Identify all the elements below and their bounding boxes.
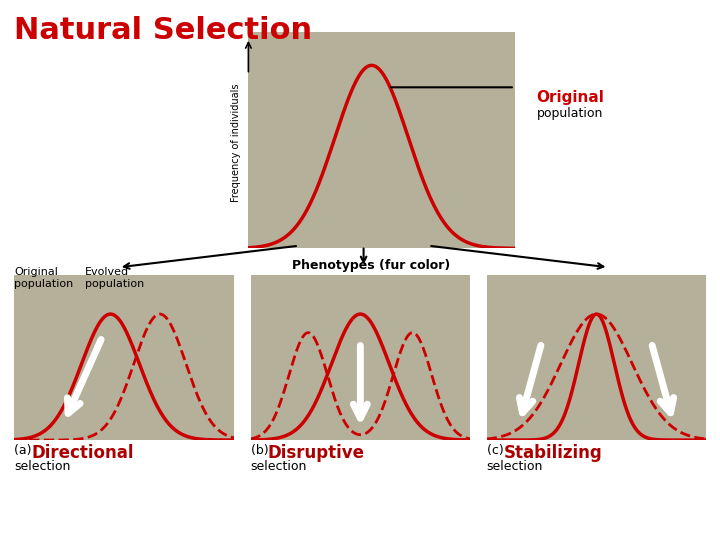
Text: Evolved
population: Evolved population (85, 267, 144, 289)
Text: (c): (c) (487, 444, 508, 457)
Text: Natural Selection: Natural Selection (14, 16, 312, 45)
Text: selection: selection (251, 460, 307, 473)
Text: (b): (b) (251, 444, 272, 457)
Text: Phenotypes (fur color): Phenotypes (fur color) (292, 259, 450, 272)
Text: Disruptive: Disruptive (268, 444, 365, 462)
Text: Directional: Directional (32, 444, 134, 462)
Text: selection: selection (14, 460, 71, 473)
Text: Original
population: Original population (14, 267, 73, 289)
Text: population: population (536, 107, 603, 120)
Text: selection: selection (487, 460, 543, 473)
Text: Stabilizing: Stabilizing (504, 444, 603, 462)
Text: Original: Original (536, 90, 604, 105)
Text: Frequency of individuals: Frequency of individuals (231, 84, 241, 202)
Text: (a): (a) (14, 444, 36, 457)
